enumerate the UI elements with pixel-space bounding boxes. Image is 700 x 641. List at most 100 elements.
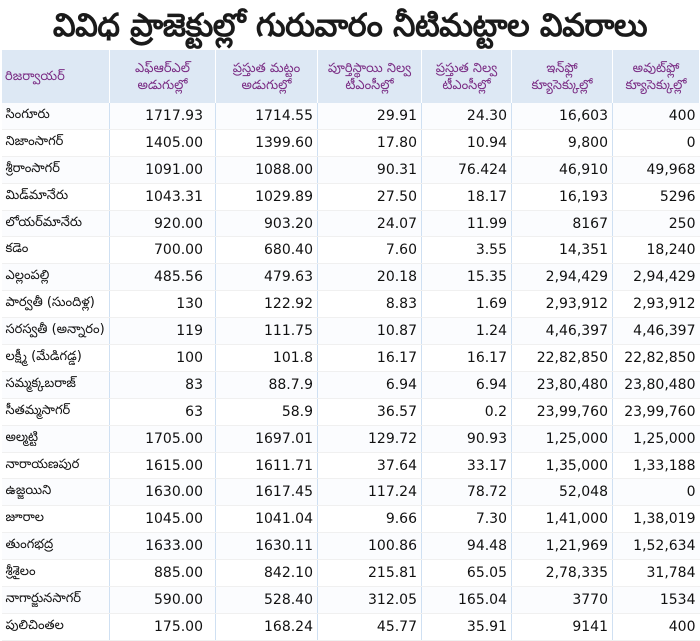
- value-cell: 168.24: [215, 613, 318, 641]
- table-row: అల్మట్టి 1705.00 1697.01 129.72 90.93 1,25,00…: [1, 425, 700, 453]
- value-cell: 2,94,429: [612, 263, 700, 292]
- column-header-line1: ప్రస్తుత మట్టం: [232, 60, 301, 76]
- value-cell: 400: [612, 103, 700, 130]
- value-cell: 16,193: [511, 183, 613, 211]
- column-header: రిజర్వాయర్: [1, 50, 110, 103]
- column-header-line1: ఎఫ్ఆర్ఎల్: [134, 60, 191, 76]
- value-cell: 49,968: [612, 156, 700, 184]
- value-cell: 22,82,850: [511, 344, 613, 372]
- table-row: సమ్మక్కబరాజ్ 83 88.7.9 6.94 6.94 23,80,480 23,…: [1, 371, 700, 399]
- reservoir-levels-table: రిజర్వాయర్ ఎఫ్ఆర్ఎల్ అడుగుల్లో ప్రస్తుత మట్…: [1, 50, 700, 641]
- reservoir-name-cell: శ్రీరాంసాగర్: [1, 156, 110, 184]
- value-cell: 479.63: [215, 263, 318, 292]
- value-cell: 1630.11: [215, 532, 318, 561]
- value-cell: 1,38,019: [612, 505, 700, 534]
- reservoir-name-cell: నాగార్జునసాగర్: [1, 586, 110, 614]
- value-cell: 1,25,000: [612, 425, 700, 453]
- value-cell: 1405.00: [109, 129, 216, 157]
- value-cell: 3770: [511, 586, 613, 614]
- value-cell: 1697.01: [215, 425, 318, 453]
- value-cell: 24.30: [421, 103, 512, 130]
- column-header: పూర్తిస్థాయి నిల్వ టీఎంసీల్లో: [317, 50, 422, 103]
- value-cell: 700.00: [109, 236, 216, 265]
- value-cell: 83: [109, 371, 216, 399]
- value-cell: 16.17: [317, 344, 422, 372]
- value-cell: 9141: [511, 613, 613, 641]
- table-row: లోయర్‌మానేరు 920.00 903.20 24.07 11.99 8167 25…: [1, 210, 700, 238]
- table-row: తుంగభద్ర 1633.00 1630.11 100.86 94.48 1,21,96…: [1, 532, 700, 561]
- value-cell: 119: [109, 317, 216, 346]
- value-cell: 10.94: [421, 129, 512, 157]
- value-cell: 1617.45: [215, 478, 318, 507]
- value-cell: 1029.89: [215, 183, 318, 211]
- value-cell: 920.00: [109, 210, 216, 238]
- value-cell: 903.20: [215, 210, 318, 238]
- value-cell: 215.81: [317, 559, 422, 588]
- value-cell: 1630.00: [109, 478, 216, 507]
- table-row: సింగూరు 1717.93 1714.55 29.91 24.30 16,603 400: [1, 103, 700, 130]
- value-cell: 11.99: [421, 210, 512, 238]
- value-cell: 29.91: [317, 103, 422, 130]
- value-cell: 250: [612, 210, 700, 238]
- value-cell: 680.40: [215, 236, 318, 265]
- page-title: వివిధ ప్రాజెక్టుల్లో గురువారం నీటిమట్టాల…: [52, 6, 648, 44]
- table-row: శ్రీరాంసాగర్ 1091.00 1088.00 90.31 76.424 46,…: [1, 156, 700, 184]
- column-header-line2: క్యూసెక్కుల్లో: [531, 77, 593, 93]
- value-cell: 5296: [612, 183, 700, 211]
- column-header: ఎఫ్ఆర్ఎల్ అడుగుల్లో: [109, 50, 216, 103]
- value-cell: 78.72: [421, 478, 512, 507]
- reservoir-name-cell: లోయర్‌మానేరు: [1, 210, 110, 238]
- value-cell: 6.94: [317, 371, 422, 399]
- value-cell: 1,25,000: [511, 425, 613, 453]
- value-cell: 1,35,000: [511, 452, 613, 480]
- reservoir-name-cell: పార్వతీ (సుందిళ్ల): [1, 290, 110, 319]
- table-row: శ్రీశైలం 885.00 842.10 215.81 65.05 2,78,335 3…: [1, 559, 700, 588]
- value-cell: 17.80: [317, 129, 422, 157]
- value-cell: 7.60: [317, 236, 422, 265]
- reservoir-name-cell: ఎల్లంపల్లి: [1, 263, 110, 292]
- value-cell: 94.48: [421, 532, 512, 561]
- value-cell: 0: [612, 478, 700, 507]
- value-cell: 1633.00: [109, 532, 216, 561]
- value-cell: 1.69: [421, 290, 512, 319]
- value-cell: 117.24: [317, 478, 422, 507]
- header-row: రిజర్వాయర్ ఎఫ్ఆర్ఎల్ అడుగుల్లో ప్రస్తుత మట్…: [1, 50, 700, 103]
- reservoir-name-cell: జూరాల: [1, 505, 110, 534]
- table-row: ఎల్లంపల్లి 485.56 479.63 20.18 15.35 2,94,429…: [1, 263, 700, 292]
- column-header-line2: అడుగుల్లో: [241, 77, 292, 93]
- value-cell: 23,80,480: [511, 371, 613, 399]
- value-cell: 20.18: [317, 263, 422, 292]
- value-cell: 23,99,760: [612, 398, 700, 426]
- value-cell: 63: [109, 398, 216, 426]
- value-cell: 1041.04: [215, 505, 318, 534]
- value-cell: 111.75: [215, 317, 318, 346]
- value-cell: 14,351: [511, 236, 613, 265]
- value-cell: 1,52,634: [612, 532, 700, 561]
- value-cell: 130: [109, 290, 216, 319]
- column-header-line2: క్యూసెక్కుల్లో: [625, 77, 687, 93]
- reservoir-name-cell: నారాయణపుర: [1, 452, 110, 480]
- value-cell: 58.9: [215, 398, 318, 426]
- value-cell: 23,99,760: [511, 398, 613, 426]
- value-cell: 90.31: [317, 156, 422, 184]
- value-cell: 52,048: [511, 478, 613, 507]
- value-cell: 1534: [612, 586, 700, 614]
- value-cell: 1088.00: [215, 156, 318, 184]
- column-header: ఇన్‌ఫ్లో క్యూసెక్కుల్లో: [511, 50, 613, 103]
- value-cell: 1,21,969: [511, 532, 613, 561]
- value-cell: 122.92: [215, 290, 318, 319]
- value-cell: 312.05: [317, 586, 422, 614]
- value-cell: 37.64: [317, 452, 422, 480]
- value-cell: 2,78,335: [511, 559, 613, 588]
- reservoir-name-cell: సరస్వతీ (అన్నారం): [1, 317, 110, 346]
- value-cell: 1,41,000: [511, 505, 613, 534]
- value-cell: 885.00: [109, 559, 216, 588]
- table-row: లక్ష్మీ (మేడిగడ్డ) 100 101.8 16.17 16.17 22,8…: [1, 344, 700, 372]
- value-cell: 16.17: [421, 344, 512, 372]
- value-cell: 18.17: [421, 183, 512, 211]
- value-cell: 4,46,397: [612, 317, 700, 346]
- value-cell: 1714.55: [215, 103, 318, 130]
- value-cell: 1091.00: [109, 156, 216, 184]
- value-cell: 1615.00: [109, 452, 216, 480]
- reservoir-name-cell: ఉజ్జయిని: [1, 478, 110, 507]
